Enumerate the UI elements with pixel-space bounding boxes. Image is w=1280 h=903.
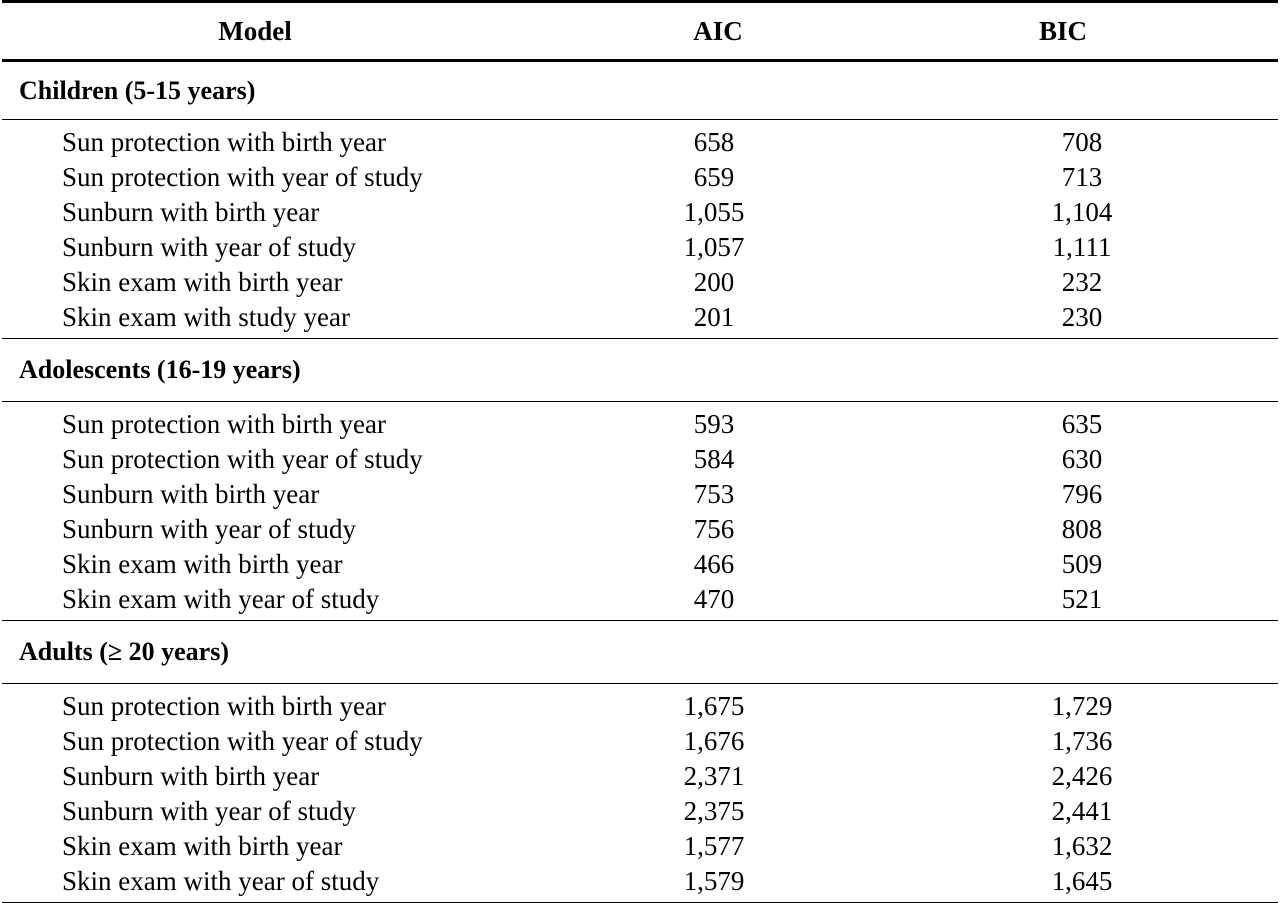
aic-cell: 593: [693, 409, 735, 439]
table-row: Skin exam with birth year 200 232: [2, 265, 1278, 300]
aic-cell: 466: [693, 549, 735, 579]
aic-cell: 584: [693, 444, 735, 474]
table-header: Model AIC BIC: [2, 3, 1278, 59]
table-row: Sun protection with year of study 1,676 1,…: [2, 724, 1278, 759]
aic-cell: 2,375: [683, 796, 745, 826]
table-row: Skin exam with birth year 1,577 1,632: [2, 829, 1278, 864]
bic-cell: 232: [1061, 267, 1103, 297]
table-row: Sunburn with year of study 1,057 1,111: [2, 230, 1278, 265]
bic-cell: 1,736: [1051, 726, 1113, 756]
table-row: Sunburn with birth year 753 796: [2, 477, 1278, 512]
aic-cell: 1,675: [683, 691, 745, 721]
aic-cell: 1,676: [683, 726, 745, 756]
aic-cell: 470: [693, 584, 735, 614]
header-aic: AIC: [693, 15, 743, 46]
table-row: Sun protection with year of study 584 630: [2, 442, 1278, 477]
bic-cell: 708: [1061, 127, 1103, 157]
table-row: Sunburn with year of study 2,375 2,441: [2, 794, 1278, 829]
aic-cell: 1,579: [683, 866, 745, 896]
bic-cell: 2,426: [1051, 761, 1113, 791]
model-cell: Skin exam with year of study: [62, 584, 380, 614]
model-cell: Skin exam with birth year: [62, 549, 343, 579]
section-end-rule: [2, 338, 1278, 339]
bic-cell: 230: [1061, 302, 1103, 332]
aic-cell: 1,057: [683, 232, 745, 262]
header-model: Model: [218, 15, 292, 46]
section-rows: Sun protection with birth year 658 708 Sun …: [2, 120, 1278, 338]
bic-cell: 1,729: [1051, 691, 1113, 721]
model-cell: Sun protection with birth year: [62, 409, 386, 439]
bic-cell: 1,632: [1051, 831, 1113, 861]
section-rule: [2, 683, 1278, 684]
top-rule: [2, 0, 1278, 3]
aic-cell: 658: [693, 127, 735, 157]
aic-cell: 753: [693, 479, 735, 509]
section-rule: [2, 401, 1278, 402]
bic-cell: 713: [1061, 162, 1103, 192]
header-rule: [2, 59, 1278, 62]
table-row: Skin exam with birth year 466 509: [2, 547, 1278, 582]
aic-cell: 201: [693, 302, 735, 332]
header-bic: BIC: [1038, 15, 1087, 46]
table-body: Children (5-15 years) Sun protection with…: [2, 62, 1278, 903]
bic-cell: 635: [1061, 409, 1103, 439]
bic-cell: 1,645: [1051, 866, 1113, 896]
model-cell: Sunburn with birth year: [62, 197, 320, 227]
table-row: Sun protection with birth year 658 708: [2, 125, 1278, 160]
table-row: Skin exam with study year 201 230: [2, 300, 1278, 335]
model-cell: Sunburn with year of study: [62, 232, 356, 262]
bic-cell: 521: [1061, 584, 1103, 614]
bic-cell: 796: [1061, 479, 1103, 509]
model-cell: Sunburn with year of study: [62, 514, 356, 544]
model-cell: Sun protection with birth year: [62, 691, 386, 721]
table-row: Sun protection with birth year 593 635: [2, 407, 1278, 442]
model-cell: Sun protection with birth year: [62, 127, 386, 157]
model-cell: Skin exam with year of study: [62, 866, 380, 896]
table-row: Skin exam with year of study 1,579 1,645: [2, 864, 1278, 899]
model-cell: Sunburn with birth year: [62, 479, 320, 509]
model-cell: Skin exam with birth year: [62, 267, 343, 297]
section-title: Children (5-15 years): [19, 75, 256, 105]
aic-cell: 200: [693, 267, 735, 297]
aic-cell: 756: [693, 514, 735, 544]
bic-cell: 2,441: [1051, 796, 1113, 826]
section-rule: [2, 119, 1278, 120]
table-row: Skin exam with year of study 470 521: [2, 582, 1278, 617]
model-cell: Skin exam with study year: [62, 302, 350, 332]
section-end-rule: [2, 620, 1278, 621]
table-row: Sun protection with year of study 659 713: [2, 160, 1278, 195]
model-cell: Sunburn with birth year: [62, 761, 320, 791]
bic-cell: 630: [1061, 444, 1103, 474]
aic-cell: 1,577: [683, 831, 745, 861]
bic-cell: 1,104: [1051, 197, 1113, 227]
bic-cell: 1,111: [1052, 232, 1112, 262]
bic-cell: 808: [1061, 514, 1103, 544]
model-cell: Sunburn with year of study: [62, 796, 356, 826]
section-rows: Sun protection with birth year 593 635 Sun …: [2, 402, 1278, 620]
bic-cell: 509: [1061, 549, 1103, 579]
model-cell: Sun protection with year of study: [62, 726, 423, 756]
section-rows: Sun protection with birth year 1,675 1,729…: [2, 684, 1278, 902]
table-row: Sun protection with birth year 1,675 1,729: [2, 689, 1278, 724]
model-cell: Skin exam with birth year: [62, 831, 343, 861]
section-title: Adults (≥ 20 years): [19, 637, 229, 666]
aic-cell: 1,055: [683, 197, 745, 227]
model-cell: Sun protection with year of study: [62, 162, 423, 192]
aic-cell: 659: [693, 162, 735, 192]
table-row: Sunburn with year of study 756 808: [2, 512, 1278, 547]
model-cell: Sun protection with year of study: [62, 444, 423, 474]
table-row: Sunburn with birth year 2,371 2,426: [2, 759, 1278, 794]
table-row: Sunburn with birth year 1,055 1,104: [2, 195, 1278, 230]
aic-cell: 2,371: [683, 761, 745, 791]
section-title: Adolescents (16-19 years): [19, 355, 301, 384]
